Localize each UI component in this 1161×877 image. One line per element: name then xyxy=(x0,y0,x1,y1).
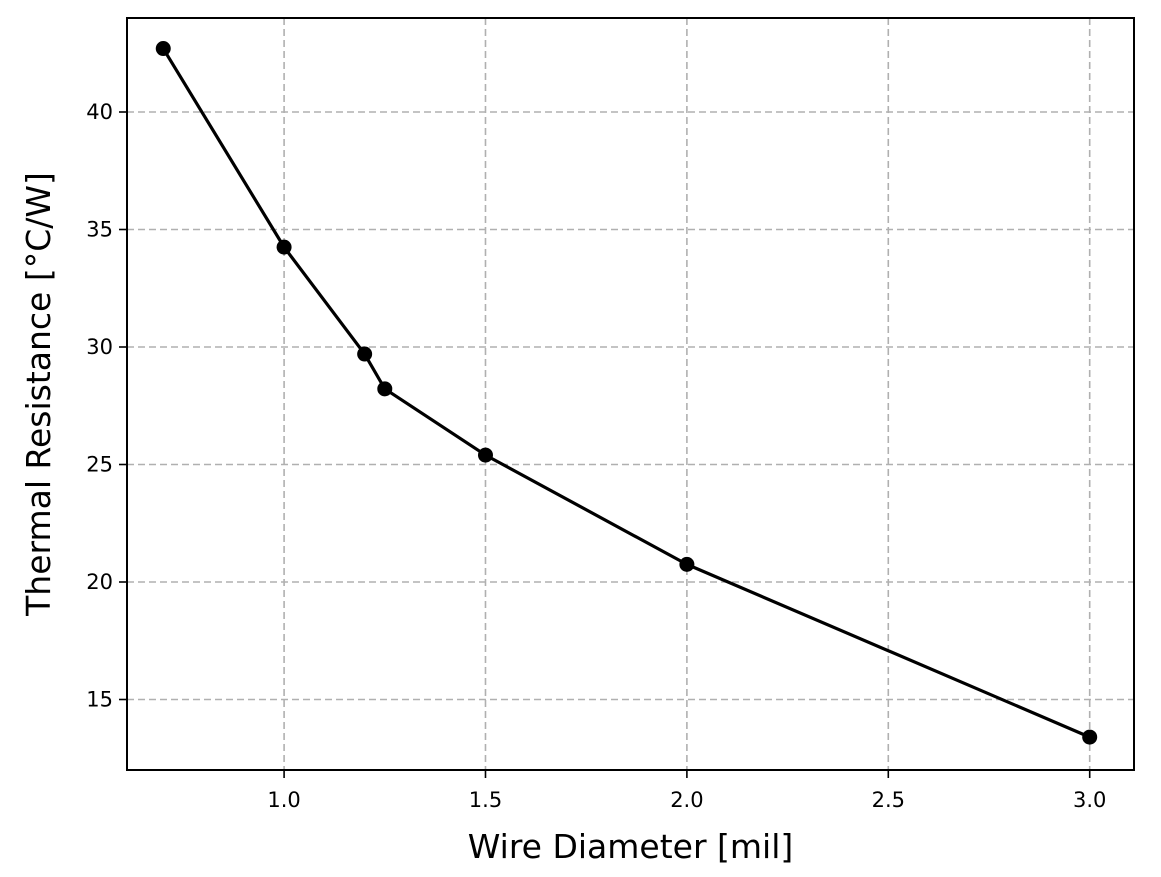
data-point xyxy=(1082,729,1098,745)
y-axis-label: Thermal Resistance [°C/W] xyxy=(19,172,58,617)
grid xyxy=(127,18,1134,770)
y-tick-label: 25 xyxy=(86,453,113,477)
x-tick-label: 2.0 xyxy=(670,788,703,812)
x-axis-label: Wire Diameter [mil] xyxy=(468,827,794,866)
ticks: 1.0 1.5 2.0 2.5 3.0 15 20 25 30 35 40 xyxy=(86,100,1106,812)
y-tick-label: 40 xyxy=(86,100,113,124)
y-tick-label: 20 xyxy=(86,570,113,594)
x-tick-label: 1.5 xyxy=(469,788,502,812)
series-line xyxy=(161,47,1091,739)
data-point xyxy=(155,41,171,57)
data-point xyxy=(276,239,292,255)
y-tick-label: 15 xyxy=(86,688,113,712)
data-point xyxy=(679,556,695,572)
y-tick-label: 30 xyxy=(86,335,113,359)
data-point xyxy=(377,381,393,397)
x-tick-label: 2.5 xyxy=(872,788,905,812)
data-point xyxy=(477,447,493,463)
x-tick-label: 1.0 xyxy=(267,788,300,812)
x-tick-label: 3.0 xyxy=(1073,788,1106,812)
data-point xyxy=(357,346,373,362)
data-series xyxy=(155,41,1098,745)
plot-frame xyxy=(126,17,1135,771)
y-tick-label: 35 xyxy=(86,218,113,242)
